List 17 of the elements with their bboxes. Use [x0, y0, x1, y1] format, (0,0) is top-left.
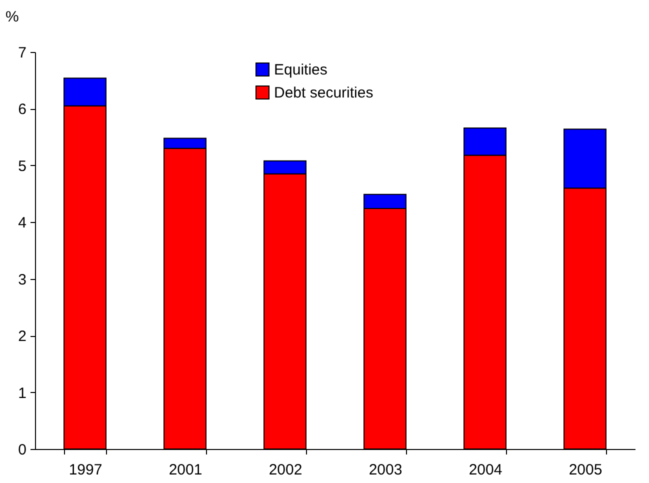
y-tick-label: 4 — [18, 214, 26, 232]
y-tick-label: 6 — [18, 101, 26, 118]
y-tick-label: 7 — [18, 44, 26, 62]
x-tick-label: 2004 — [468, 462, 502, 478]
x-tick-label: 1997 — [68, 462, 102, 478]
y-tick-label: 1 — [18, 384, 26, 402]
y-tick-label: 3 — [18, 271, 26, 288]
legend-label: Equities — [274, 62, 328, 78]
y-tick-label: 2 — [18, 328, 26, 346]
legend-label: Debt securities — [274, 84, 374, 102]
x-tick-label: 2005 — [568, 462, 602, 478]
x-tick-label: 2003 — [368, 462, 402, 478]
y-axis-title: % — [6, 8, 19, 26]
x-tick-label: 2002 — [268, 462, 302, 478]
y-tick-label: 0 — [18, 442, 26, 458]
y-tick-label: 5 — [18, 158, 26, 175]
x-tick-label: 2001 — [168, 462, 202, 478]
